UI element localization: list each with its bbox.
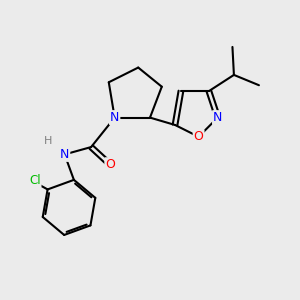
Text: N: N (60, 148, 69, 161)
Text: H: H (44, 136, 52, 146)
Text: N: N (110, 111, 119, 124)
Text: Cl: Cl (29, 173, 40, 187)
Text: O: O (194, 130, 203, 143)
Text: N: N (213, 111, 222, 124)
Text: O: O (105, 158, 115, 171)
